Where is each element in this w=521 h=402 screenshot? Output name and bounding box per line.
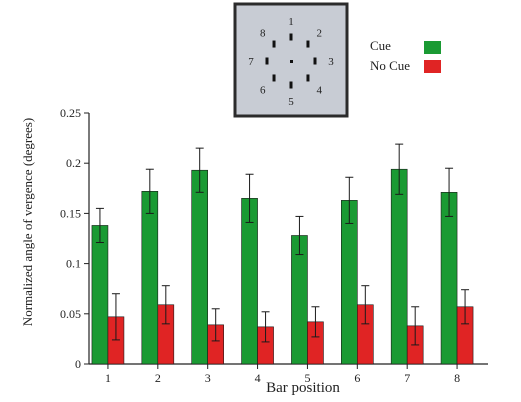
y-tick-label: 0.05: [60, 307, 81, 321]
y-tick-label: 0.1: [66, 257, 81, 271]
inset-bar-mark: [313, 57, 317, 65]
x-tick-label: 6: [354, 371, 360, 385]
x-tick-label: 4: [255, 371, 261, 385]
legend: Cue No Cue: [370, 38, 441, 73]
x-tick-label: 7: [404, 371, 410, 385]
inset-bar-mark: [306, 40, 310, 48]
inset-position-label: 3: [328, 56, 334, 68]
legend-swatch-no-cue: [424, 60, 441, 73]
bar-cue: [341, 200, 358, 365]
inset-position-label: 2: [317, 28, 323, 40]
bar-position-diagram: 1 2 3 4 5 6 7 8: [233, 2, 349, 118]
inset-bar-mark: [272, 74, 276, 82]
inset-position-label: 8: [260, 28, 266, 40]
fixation-dot: [290, 60, 293, 63]
bar-cue: [440, 192, 458, 365]
bar-cue: [91, 225, 109, 365]
y-tick-label: 0.25: [60, 106, 81, 120]
x-tick-label: 3: [205, 371, 211, 385]
inset-bar-mark: [265, 57, 269, 65]
x-tick-label: 5: [304, 371, 310, 385]
x-tick-label: 2: [155, 371, 161, 385]
legend-label-no-cue: No Cue: [370, 58, 410, 73]
y-tick-label: 0.15: [60, 206, 81, 220]
legend-swatch-cue: [424, 41, 441, 54]
inset-bar-mark: [289, 81, 293, 89]
bar-cue: [241, 198, 258, 365]
x-tick-label: 8: [454, 371, 460, 385]
x-tick-label: 1: [105, 371, 111, 385]
inset-position-label: 4: [317, 84, 323, 96]
y-tick-label: 0: [75, 357, 81, 371]
y-tick-label: 0.2: [66, 156, 81, 170]
inset-bar-mark: [289, 33, 293, 41]
inset-bar-mark: [306, 74, 310, 82]
inset-position-label: 6: [260, 84, 266, 96]
bar-cue: [390, 168, 408, 365]
inset-position-label: 5: [288, 96, 294, 108]
inset-bar-mark: [272, 40, 276, 48]
y-axis-label: Normalized angle of vergence (degrees): [20, 118, 35, 326]
legend-label-cue: Cue: [370, 38, 391, 53]
inset-position-label: 1: [288, 16, 294, 28]
bar-cue: [191, 169, 208, 365]
inset-position-label: 7: [248, 56, 254, 68]
plot-area: 0 0.05 0.1 0.15 0.2 0.25 1 2 3 4 5 6 7 8: [60, 106, 488, 385]
bar-cue: [141, 191, 159, 365]
x-axis-label: Bar position: [266, 380, 340, 396]
